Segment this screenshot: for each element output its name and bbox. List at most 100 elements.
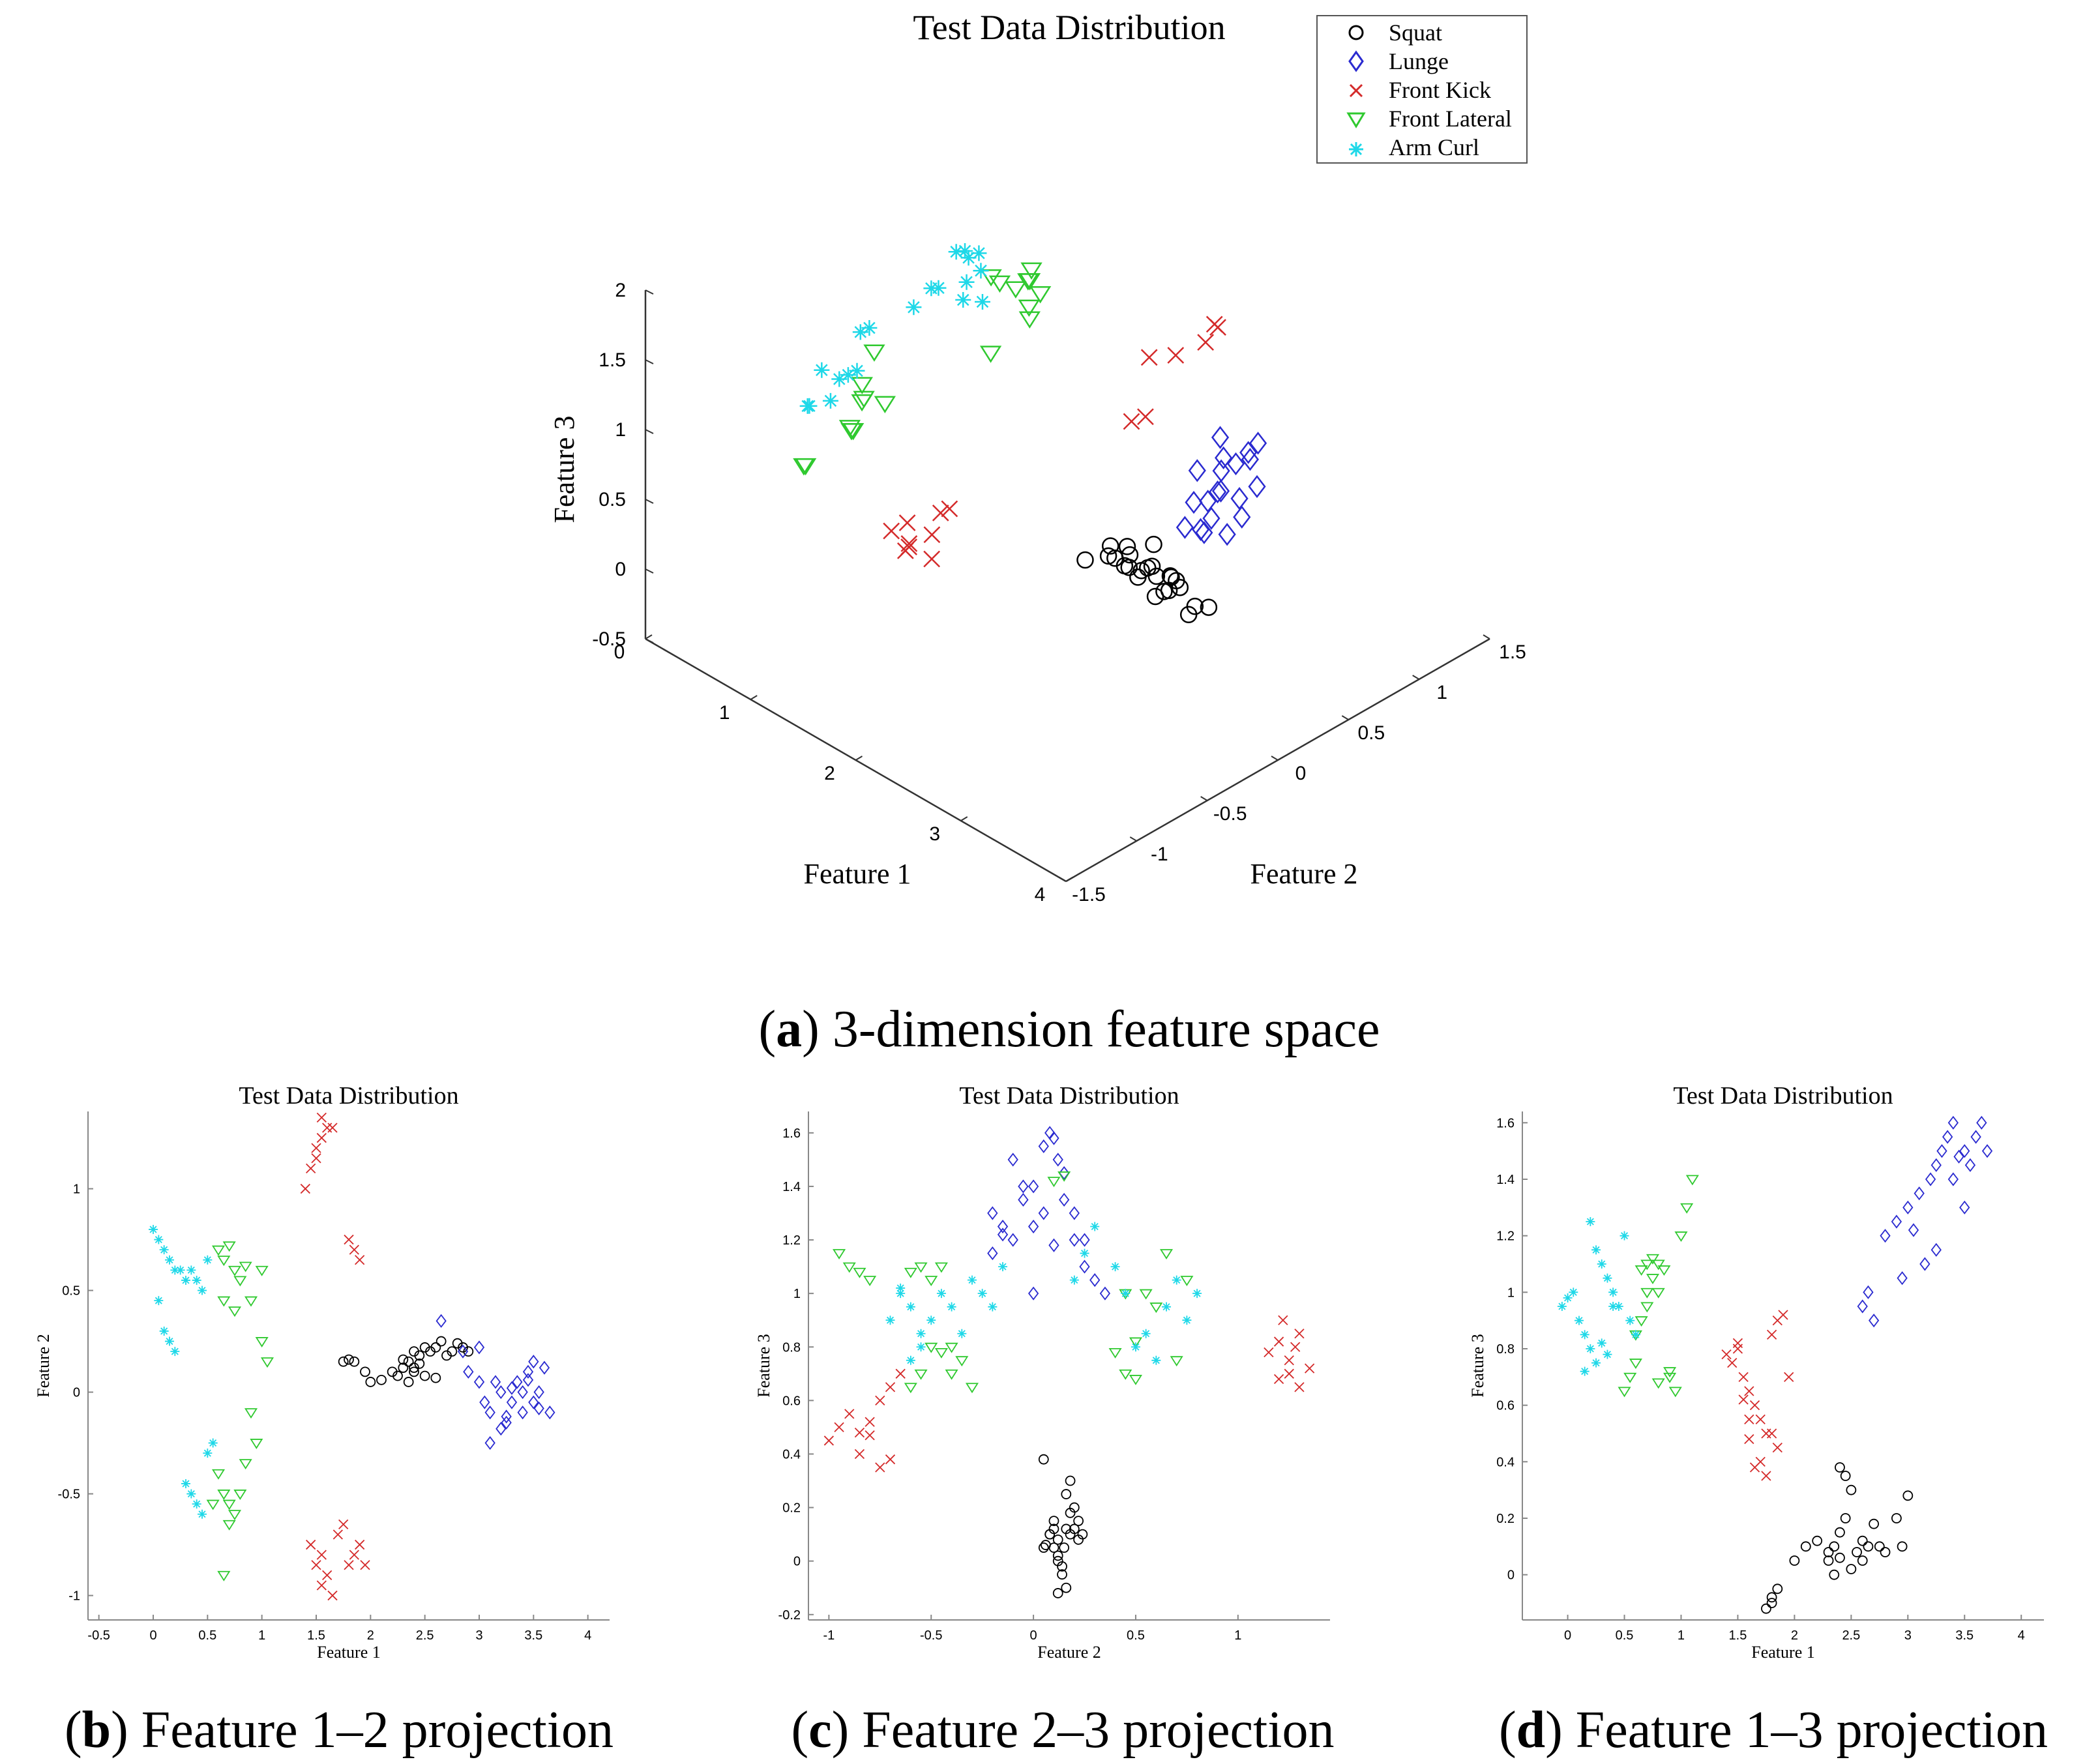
panel-b-point-front-kick	[322, 1570, 333, 1580]
panel-d-point-front-lateral	[1634, 1316, 1648, 1327]
panel-a-zlabel: Feature 3	[548, 416, 580, 523]
panel-c-ytick-label: 1	[793, 1287, 801, 1301]
panel-c-point-front-kick	[854, 1448, 865, 1460]
panel-a-xlabel: Feature 1	[804, 858, 911, 890]
panel-a-point-front-lateral	[863, 344, 885, 362]
panel-d-point-squat	[1846, 1564, 1857, 1574]
panel-c-point-front-lateral	[924, 1342, 938, 1353]
panel-d-point-lunge	[1863, 1285, 1874, 1299]
panel-b-point-front-lateral	[228, 1306, 242, 1317]
panel-c-point-front-kick	[823, 1435, 835, 1446]
panel-d-point-front-kick	[1766, 1428, 1777, 1439]
panel-c-point-arm-curl	[1182, 1316, 1192, 1325]
panel-d-ytick-label: 1	[1507, 1286, 1515, 1300]
panel-c-point-front-lateral	[1129, 1337, 1142, 1348]
panel-b-point-arm-curl	[170, 1347, 180, 1357]
panel-a-point-front-lateral	[1018, 311, 1041, 329]
panel-c-point-front-lateral	[934, 1347, 948, 1359]
panel-d-point-lunge	[1930, 1158, 1942, 1172]
panel-d-point-lunge	[1897, 1271, 1908, 1286]
panel-c-point-arm-curl	[947, 1302, 956, 1312]
panel-a-point-arm-curl	[957, 243, 973, 259]
panel-c-xtick-label: -0.5	[920, 1628, 942, 1643]
panel-d-xtick-label: 1.5	[1729, 1628, 1747, 1643]
panel-b-ytick-label: 1	[73, 1183, 80, 1197]
panel-d-point-lunge	[1936, 1144, 1947, 1158]
panel-b-point-squat	[376, 1374, 387, 1385]
panel-c-point-front-kick	[854, 1427, 865, 1438]
panel-b-point-front-kick	[344, 1560, 354, 1570]
panel-c-xtick-label: 0	[1030, 1628, 1037, 1643]
panel-c-point-front-kick	[1290, 1342, 1301, 1352]
panel-d-xtick-label: 0	[1564, 1628, 1571, 1643]
panel-b-point-lunge	[436, 1314, 447, 1328]
panel-d-point-squat	[1840, 1513, 1851, 1523]
panel-b-point-front-lateral	[239, 1459, 252, 1470]
panel-a-ytick-label: 0	[1295, 763, 1307, 784]
panel-d-point-squat	[1766, 1598, 1777, 1608]
panel-c-point-lunge	[997, 1219, 1009, 1234]
panel-d-point-front-kick	[1744, 1414, 1754, 1424]
panel-c-point-front-kick	[1284, 1355, 1294, 1366]
panel-a-point-front-kick	[941, 500, 958, 518]
panel-c-point-lunge	[1028, 1286, 1039, 1301]
panel-a-point-squat	[1118, 538, 1136, 555]
panel-d-point-front-lateral	[1674, 1231, 1688, 1242]
panel-d-ytick-label: 0.6	[1496, 1399, 1515, 1413]
panel-b-point-front-lateral	[233, 1276, 247, 1287]
panel-b-point-front-lateral	[217, 1570, 231, 1581]
panel-d-point-lunge	[1964, 1158, 1976, 1172]
panel-d-point-front-kick	[1738, 1394, 1749, 1405]
panel-b-point-front-kick	[355, 1255, 365, 1265]
panel-b-point-lunge	[544, 1405, 555, 1420]
panel-c-point-front-lateral	[965, 1383, 979, 1394]
panel-a-point-squat	[1076, 551, 1094, 569]
panel-c-point-front-kick	[1284, 1368, 1294, 1379]
panel-a-point-arm-curl	[852, 324, 868, 340]
panel-d-point-front-kick	[1772, 1443, 1782, 1453]
panel-b-point-squat	[349, 1356, 360, 1367]
panel-a-point-lunge	[1176, 516, 1194, 539]
panel-a-point-lunge	[1211, 426, 1230, 449]
panel-c-point-arm-curl	[1069, 1275, 1079, 1285]
legend-entry-front-kick: Front Kick	[1349, 77, 1491, 103]
panel-b-point-front-kick	[316, 1112, 327, 1123]
panel-a-ztick-label: 0.5	[599, 489, 626, 510]
panel-a-ytick-label: 0.5	[1357, 722, 1385, 744]
panel-a-ytick-label: -1	[1151, 844, 1168, 865]
panel-c-point-squat	[1073, 1516, 1084, 1527]
panel-c-point-arm-curl	[967, 1275, 977, 1285]
panel-b-point-squat	[365, 1377, 376, 1387]
panel-c-point-arm-curl	[1110, 1262, 1120, 1272]
panel-c-ytick-label: 0.4	[782, 1447, 801, 1462]
panel-d-point-front-lateral	[1634, 1265, 1648, 1276]
panel-b-point-front-lateral	[228, 1265, 242, 1276]
panel-a-point-arm-curl	[840, 367, 856, 383]
panel-c-point-front-lateral	[1170, 1356, 1183, 1367]
panel-b-point-front-lateral	[217, 1296, 231, 1307]
panel-b-point-lunge	[495, 1422, 507, 1436]
panel-c-ytick-label: 0.8	[782, 1340, 801, 1355]
panel-c-point-front-kick	[865, 1430, 875, 1441]
panel-b-point-arm-curl	[159, 1245, 169, 1255]
panel-c-point-front-kick	[875, 1462, 885, 1473]
panel-b-point-arm-curl	[159, 1326, 169, 1336]
panel-c-point-lunge	[1079, 1259, 1090, 1274]
panel-c-point-squat	[1057, 1569, 1067, 1580]
panel-c-point-lunge	[987, 1206, 998, 1220]
panel-c-point-front-kick	[834, 1422, 844, 1433]
panel-c-point-front-lateral	[1139, 1289, 1153, 1300]
panel-d-point-squat	[1846, 1484, 1857, 1495]
legend-entry-front-lateral: Front Lateral	[1346, 106, 1512, 132]
panel-d-xtick-label: 4	[2018, 1628, 2025, 1643]
panel-b-point-lunge	[522, 1364, 534, 1379]
panel-c-point-front-lateral	[955, 1356, 969, 1367]
panel-c-point-arm-curl	[916, 1342, 926, 1352]
panel-b-point-front-kick	[360, 1560, 370, 1570]
panel-a-point-lunge	[1209, 480, 1227, 504]
panel-a-3d-chart: Test Data Distribution Squat Lunge Front…	[548, 8, 1528, 905]
panel-a-xtick-label: 2	[824, 763, 835, 784]
panel-d-point-arm-curl	[1614, 1302, 1623, 1311]
panel-c-point-front-kick	[1273, 1374, 1284, 1385]
panel-c-point-front-kick	[844, 1409, 855, 1419]
